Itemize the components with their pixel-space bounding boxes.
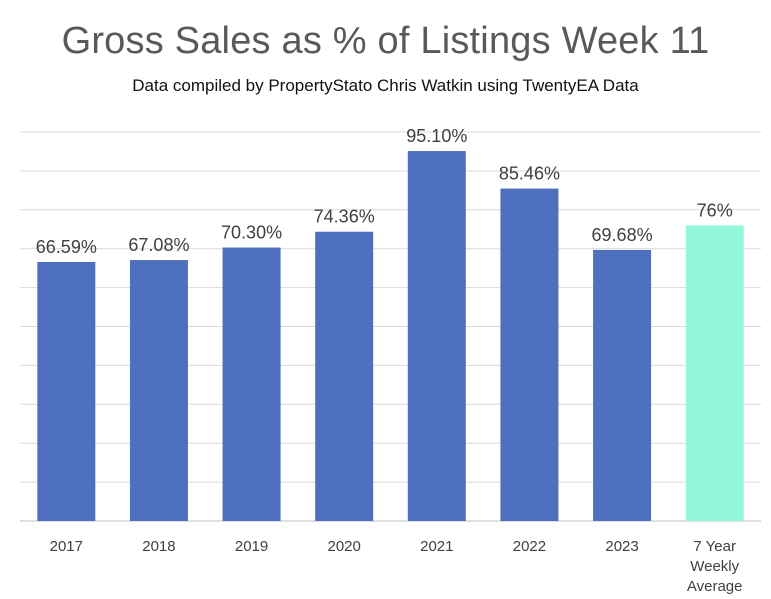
data-label: 74.36% [314, 207, 375, 227]
bar [315, 231, 374, 521]
x-tick-label: 2017 [50, 538, 83, 555]
data-label: 76% [697, 200, 733, 220]
x-tick-label: 7 Year Weekly Average [687, 538, 743, 595]
x-tick-label: 2020 [328, 538, 361, 555]
data-label: 66.59% [36, 237, 97, 257]
x-tick-label: 2023 [605, 538, 638, 555]
data-label: 69.68% [592, 225, 653, 245]
x-tick-label: 2018 [142, 538, 175, 555]
data-label: 85.46% [499, 164, 560, 184]
bar [500, 188, 559, 521]
bar [593, 249, 652, 521]
bar [407, 151, 466, 521]
bar [222, 247, 281, 521]
chart-title: Gross Sales as % of Listings Week 11 [61, 20, 710, 62]
bar [129, 260, 188, 521]
x-tick-label: 2019 [235, 538, 268, 555]
data-label: 70.30% [221, 223, 282, 243]
x-tick-label: 2021 [420, 538, 453, 555]
x-tick-label: 2022 [513, 538, 546, 555]
data-label: 67.08% [128, 235, 189, 255]
chart-subtitle: Data compiled by PropertyStato Chris Wat… [132, 76, 639, 95]
data-label: 95.10% [406, 126, 467, 146]
bar [685, 225, 744, 522]
bar [37, 261, 96, 521]
